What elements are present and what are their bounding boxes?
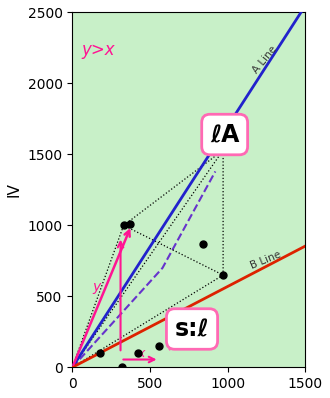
Text: x: x — [138, 347, 145, 360]
Text: y: y — [92, 280, 101, 294]
Text: ℓA: ℓA — [210, 123, 239, 146]
Text: B Line: B Line — [249, 249, 282, 271]
Y-axis label: IV: IV — [7, 182, 22, 197]
Text: A Line: A Line — [251, 44, 279, 75]
Text: y>x: y>x — [82, 41, 115, 59]
Text: s:ℓ: s:ℓ — [170, 317, 209, 349]
